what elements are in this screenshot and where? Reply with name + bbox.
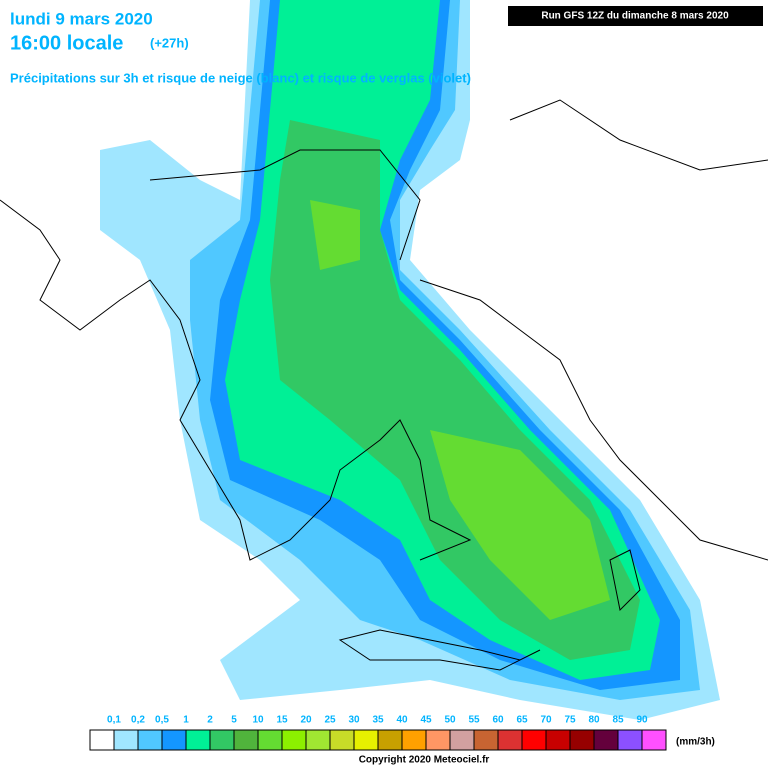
legend-swatch [617, 729, 643, 751]
legend-label: 90 [636, 715, 648, 726]
legend-label: 10 [252, 715, 264, 726]
legend-label: 55 [468, 715, 480, 726]
legend-swatch [545, 729, 571, 751]
legend-label: 15 [276, 715, 288, 726]
coastlines [0, 99, 768, 671]
lead-time: (+27h) [150, 35, 189, 50]
legend-swatch [425, 729, 451, 751]
copyright: Copyright 2020 Meteociel.fr [359, 755, 490, 766]
band-lime [310, 200, 610, 620]
legend-swatch [521, 729, 547, 751]
legend-unit: (mm/3h) [676, 737, 715, 748]
legend-label: 85 [612, 715, 624, 726]
precip-field [100, 0, 720, 720]
legend-swatch [449, 729, 475, 751]
coast-east [419, 279, 768, 561]
legend-label: 80 [588, 715, 600, 726]
legend-label: 0,2 [131, 715, 145, 726]
legend-label: 30 [348, 715, 360, 726]
legend-swatch [305, 729, 331, 751]
legend-swatch [233, 729, 259, 751]
legend: 0,1 0,2 0,5 1 2 5 10 15 20 25 30 35 40 45 50 55 60 65 70 75… [89, 715, 667, 751]
legend-swatch [593, 729, 619, 751]
legend-label: 5 [231, 715, 237, 726]
border-lines [149, 149, 421, 261]
legend-label: 35 [372, 715, 384, 726]
legend-swatch [185, 729, 211, 751]
legend-label: 2 [207, 715, 213, 726]
legend-swatch [113, 729, 139, 751]
legend-label: 60 [492, 715, 504, 726]
legend-swatch [89, 729, 115, 751]
run-box [508, 6, 763, 26]
legend-swatch [401, 729, 427, 751]
island-crete [338, 629, 541, 671]
subtitle: Précipitations sur 3h et risque de neige… [10, 70, 471, 85]
legend-swatch [161, 729, 187, 751]
legend-label: 0,5 [155, 715, 169, 726]
legend-swatch [281, 729, 307, 751]
time-title: 16:00 locale [10, 32, 123, 54]
legend-swatch [497, 729, 523, 751]
legend-swatch [353, 729, 379, 751]
legend-label: 1 [183, 715, 189, 726]
legend-swatch [473, 729, 499, 751]
run-info: Run GFS 12Z du dimanche 8 mars 2020 [541, 11, 729, 22]
legend-label: 70 [540, 715, 552, 726]
legend-label: 20 [300, 715, 312, 726]
legend-swatch [137, 729, 163, 751]
legend-swatch [257, 729, 283, 751]
legend-label: 75 [564, 715, 576, 726]
legend-label: 45 [420, 715, 432, 726]
coast-north [509, 99, 768, 171]
legend-swatch [569, 729, 595, 751]
date-title: lundi 9 mars 2020 [10, 9, 153, 28]
legend-label: 40 [396, 715, 408, 726]
legend-label: 0,1 [107, 715, 121, 726]
legend-label: 25 [324, 715, 336, 726]
legend-label: 50 [444, 715, 456, 726]
coast-west [0, 199, 472, 561]
legend-swatch [641, 729, 667, 751]
legend-label: 65 [516, 715, 528, 726]
legend-swatch [209, 729, 235, 751]
legend-swatch [329, 729, 355, 751]
island-rhodes [609, 549, 641, 612]
legend-swatch [377, 729, 403, 751]
